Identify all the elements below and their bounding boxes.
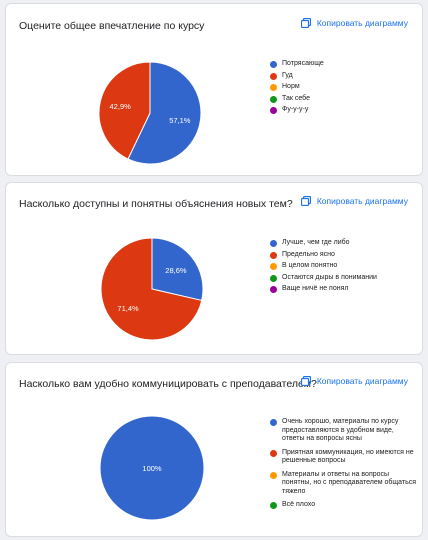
legend-color-dot — [270, 72, 277, 80]
legend-color-dot — [270, 502, 277, 509]
avito-logo-icon — [333, 508, 360, 530]
legend-label: Остаются дыры в понимании — [282, 273, 377, 281]
pie-slice-label: 28,6% — [165, 266, 187, 275]
legend-item: Норм — [270, 83, 410, 92]
legend-item: Так себе — [270, 95, 410, 104]
legend-label: Приятная коммуникация, но имеются не реш… — [282, 448, 414, 465]
legend-color-dot — [270, 263, 277, 270]
legend-label: Материалы и ответы на вопросы понятны, н… — [282, 470, 417, 495]
legend-item: Остаются дыры в понимании — [270, 274, 415, 283]
copy-chart-3-label: Копировать диаграмму — [316, 376, 408, 386]
legend-item: Фу-у-у-у — [270, 106, 410, 115]
pie-slice — [100, 237, 203, 341]
pie-chart-1: 57,1% 42,9% — [98, 61, 202, 165]
pie-slice — [99, 415, 205, 521]
copy-chart-2-label: Копировать диаграмму — [316, 196, 408, 206]
pie-slice — [127, 61, 202, 165]
copy-icon — [300, 376, 311, 386]
chart-1-legend: Потрясающе Гуд Норм Так себе Фу-у-у-у — [270, 60, 410, 118]
legend-item: Лучше, чем где либо — [270, 239, 415, 248]
legend-color-dot — [270, 286, 277, 293]
legend-color-dot — [270, 107, 277, 114]
copy-chart-3-button[interactable]: Копировать диаграмму — [300, 376, 408, 386]
legend-item: Потрясающе — [270, 60, 410, 69]
copy-chart-2-button[interactable]: Копировать диаграмму — [300, 196, 408, 206]
legend-item: Всё плохо — [270, 501, 418, 510]
legend-label: Потрясающе — [282, 60, 324, 67]
legend-color-dot — [270, 61, 277, 68]
legend-label: Очень хорошо, материалы по курсу предост… — [282, 418, 399, 442]
chart-2-legend: Лучше, чем где либо Предельно ясно В целом… — [270, 239, 415, 297]
legend-label: Норм — [282, 83, 300, 90]
legend-item: Материалы и ответы на вопросы понятны, н… — [270, 471, 418, 497]
copy-icon — [300, 196, 311, 206]
chart-1-title: Оцените общее впечатление по курсу — [19, 20, 205, 32]
pie-slice-label: 42,9% — [110, 102, 132, 111]
chart-card-2: Насколько доступны и понятны объяснения … — [5, 182, 423, 355]
legend-item: Приятная коммуникация, но имеются не реш… — [270, 449, 418, 466]
pie-slice-label: 57,1% — [169, 116, 191, 125]
avito-watermark-text: Avito — [363, 506, 418, 531]
legend-item: Ваще ничё не понял — [270, 285, 415, 294]
legend-color-dot — [270, 449, 277, 457]
chart-3-title: Насколько вам удобно коммуницировать с п… — [19, 378, 317, 390]
legend-item: Предельно ясно — [270, 251, 415, 260]
legend-label: Лучше, чем где либо — [282, 239, 350, 246]
copy-icon — [300, 18, 311, 28]
copy-chart-1-button[interactable]: Копировать диаграмму — [300, 18, 408, 28]
legend-item: В целом понятно — [270, 262, 415, 271]
pie-slice-label: 100% — [142, 464, 162, 473]
legend-item: Очень хорошо, материалы по курсу предост… — [270, 418, 418, 444]
legend-label: Так себе — [282, 94, 310, 102]
legend-color-dot — [270, 274, 277, 282]
chart-2-title: Насколько доступны и понятны объяснения … — [19, 198, 293, 210]
legend-label: В целом понятно — [282, 262, 338, 269]
legend-label: Гуд — [282, 71, 293, 79]
legend-color-dot — [270, 251, 277, 259]
legend-label: Фу-у-у-у — [282, 106, 309, 113]
avito-watermark: Avito — [333, 506, 418, 532]
chart-card-3: Насколько вам удобно коммуницировать с п… — [5, 362, 423, 537]
copy-chart-1-label: Копировать диаграмму — [316, 18, 408, 28]
legend-color-dot — [270, 471, 277, 479]
pie-slice — [151, 237, 204, 302]
pie-chart-2: 28,6% 71,4% — [100, 237, 204, 341]
legend-label: Ваще ничё не понял — [282, 285, 349, 292]
legend-item: Гуд — [270, 72, 410, 81]
legend-label: Предельно ясно — [282, 250, 335, 258]
chart-card-1: Оцените общее впечатление по курсу Копир… — [5, 3, 423, 176]
legend-color-dot — [270, 240, 277, 247]
legend-color-dot — [270, 95, 277, 103]
legend-label: Всё плохо — [282, 501, 316, 508]
pie-slice — [98, 61, 151, 160]
chart-3-legend: Очень хорошо, материалы по курсу предост… — [270, 418, 418, 515]
legend-color-dot — [270, 84, 277, 91]
legend-color-dot — [270, 419, 277, 426]
pie-chart-3: 100% — [99, 415, 205, 521]
pie-slice-label: 71,4% — [117, 304, 139, 313]
